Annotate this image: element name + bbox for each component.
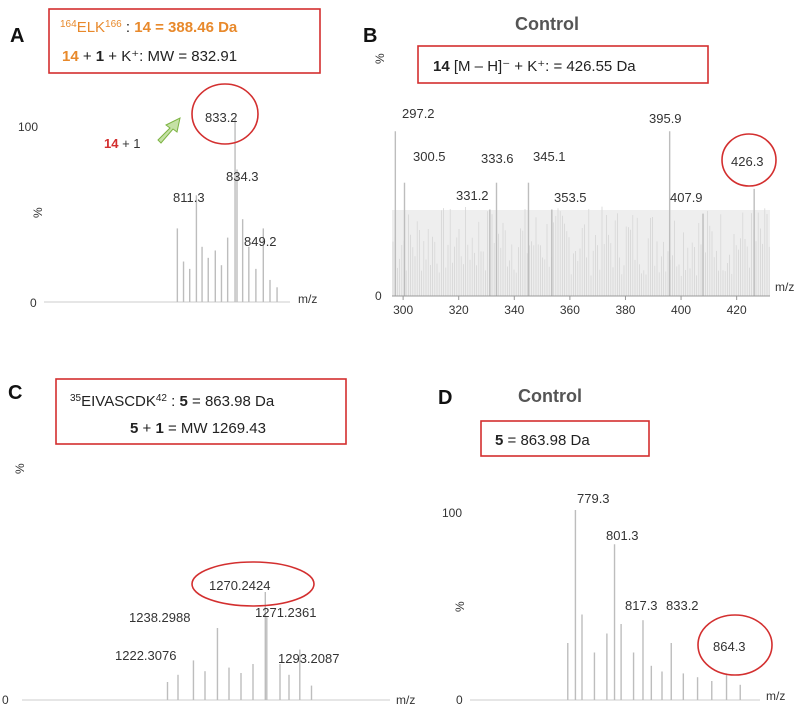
panel-d-ytick-100: 100 [442, 506, 462, 520]
panel-b: B Control 14 [M – H]⁻ + K⁺: = 426.55 Da … [363, 14, 794, 317]
panel-a-ytick-0: 0 [30, 296, 37, 310]
panel-b-box-text: 14 [M – H]⁻ + K⁺: = 426.55 Da [433, 58, 636, 75]
panel-b-ylabel: % [373, 53, 387, 64]
peak-label-d-864: 864.3 [713, 639, 746, 654]
peak-label-a-849: 849.2 [244, 234, 277, 249]
peak-label-d-779: 779.3 [577, 491, 610, 506]
peak-label-b-407: 407.9 [670, 190, 703, 205]
panel-c-box-line2: 5 + 1 = MW 1269.43 [130, 420, 266, 437]
panel-b-noise [392, 206, 770, 296]
panel-d-letter: D [438, 387, 452, 409]
panel-b-xtick-label-2: 340 [504, 303, 524, 317]
panel-b-peaks [394, 131, 755, 296]
panel-a-peaks [176, 118, 278, 302]
peak-label-c-1293: 1293.2087 [278, 651, 339, 666]
peak-label-b-395: 395.9 [649, 111, 682, 126]
peak-label-b-353: 353.5 [554, 190, 587, 205]
panel-d-info-box [480, 420, 650, 457]
panel-b-title: Control [515, 14, 579, 34]
panel-a-letter: A [10, 25, 24, 47]
panel-c: C 35EIVASCDK42 : 5 = 863.98 Da 5 + 1 = M… [2, 378, 415, 707]
panel-b-noise-band [392, 210, 770, 296]
panel-b-highlight-circle [721, 133, 777, 187]
peak-label-c-1222: 1222.3076 [115, 648, 176, 663]
panel-d-peaks [567, 510, 741, 700]
panel-c-highlight-circle [191, 561, 315, 607]
peak-label-b-345: 345.1 [533, 149, 566, 164]
peak-label-c-1238: 1238.2988 [129, 610, 190, 625]
peak-label-b-333: 333.6 [481, 151, 514, 166]
panel-c-ytick-0: 0 [2, 693, 9, 707]
panel-a-ylabel: % [31, 207, 45, 218]
peak-label-b-300: 300.5 [413, 149, 446, 164]
peak-label-c-1271: 1271.2361 [255, 605, 316, 620]
panel-d-xlabel: m/z [766, 689, 785, 703]
panel-b-letter: B [363, 25, 377, 47]
panel-d-box-text: 5 = 863.98 Da [495, 432, 590, 449]
panel-c-ylabel: % [13, 463, 27, 474]
panel-b-xtick-label-4: 380 [615, 303, 635, 317]
panel-a-highlight-circle [191, 83, 259, 145]
panel-a-box-line2: 14 + 1 + K⁺: MW = 832.91 [62, 48, 237, 65]
panel-a: A 164ELK166 : 14 = 388.46 Da 14 + 1 + K⁺… [10, 8, 321, 310]
panel-b-ytick-0: 0 [375, 289, 382, 303]
panel-a-xlabel: m/z [298, 292, 317, 306]
panel-a-annotation: 14 + 1 [104, 136, 141, 151]
peak-label-a-811: 811.3 [173, 190, 205, 205]
peak-label-d-817: 817.3 [625, 598, 658, 613]
panel-d-title: Control [518, 386, 582, 406]
panel-c-peaks [166, 592, 313, 700]
panel-d: D Control 5 = 863.98 Da 100 0 % m/z 779.… [438, 386, 785, 707]
panel-b-xtick-label-0: 300 [393, 303, 413, 317]
panel-d-ylabel: % [453, 601, 467, 612]
panel-a-info-box [48, 8, 321, 74]
panel-b-info-box [417, 45, 709, 84]
panel-c-letter: C [8, 382, 22, 404]
panel-b-xticks: 300 320 340 360 380 400 420 [393, 296, 747, 317]
peak-label-b-426: 426.3 [731, 154, 764, 169]
peak-label-b-331: 331.2 [456, 188, 489, 203]
peak-label-c-1270: 1270.2424 [209, 578, 270, 593]
panel-c-xlabel: m/z [396, 693, 415, 707]
peak-label-d-801: 801.3 [606, 528, 639, 543]
peak-label-b-297: 297.2 [402, 106, 435, 121]
panel-b-xlabel: m/z [775, 280, 794, 294]
panel-a-ytick-100: 100 [18, 120, 38, 134]
panel-d-highlight-circle [697, 614, 773, 676]
panel-b-xtick-label-1: 320 [449, 303, 469, 317]
panel-d-ytick-0: 0 [456, 693, 463, 707]
panel-c-box-line1: 35EIVASCDK42 : 5 = 863.98 Da [70, 393, 275, 410]
panel-b-xtick-label-3: 360 [560, 303, 580, 317]
panel-a-green-arrow [157, 117, 181, 144]
panel-a-box-line1: 164ELK166 : 14 = 388.46 Da [60, 19, 238, 36]
panel-c-info-box [55, 378, 347, 445]
peak-label-a-833: 833.2 [205, 110, 238, 125]
panel-b-xtick-label-6: 420 [727, 303, 747, 317]
panel-b-xtick-label-5: 400 [671, 303, 691, 317]
peak-label-a-834: 834.3 [226, 169, 259, 184]
peak-label-d-833: 833.2 [666, 598, 699, 613]
